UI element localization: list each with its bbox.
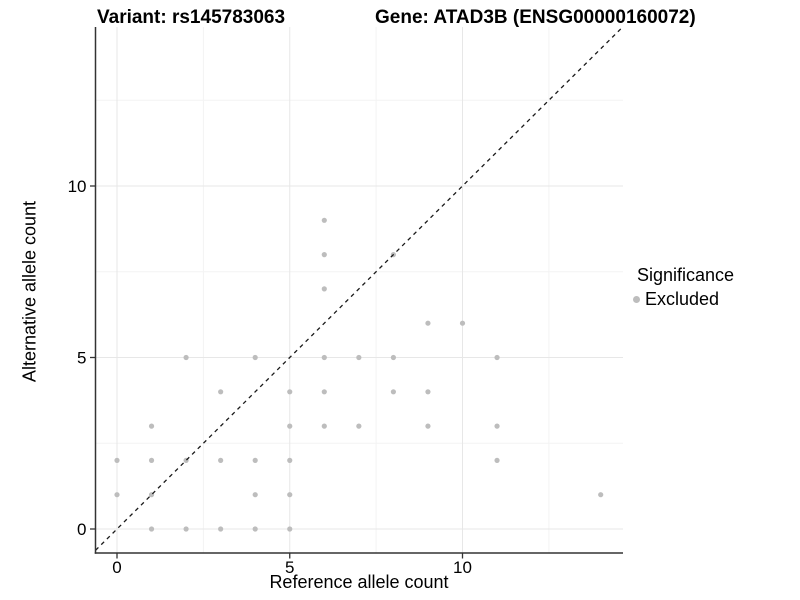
- data-point: [321, 252, 327, 258]
- data-point: [218, 389, 224, 395]
- data-point: [494, 457, 500, 463]
- legend: Significance Excluded: [630, 265, 734, 310]
- data-point: [287, 423, 293, 429]
- gene-title: Gene: ATAD3B (ENSG00000160072): [375, 7, 696, 28]
- data-point: [321, 423, 327, 429]
- legend-key-dot-icon: [633, 296, 640, 303]
- legend-item-excluded: Excluded: [630, 289, 734, 310]
- data-point: [114, 492, 120, 498]
- x-tick-label: 5: [285, 558, 294, 577]
- data-point: [148, 457, 155, 463]
- data-point: [148, 423, 155, 429]
- legend-title: Significance: [637, 265, 735, 285]
- data-point: [183, 354, 189, 361]
- x-axis-title: Reference allele count: [269, 572, 449, 592]
- data-point: [390, 354, 396, 361]
- data-point: [252, 526, 258, 532]
- data-point: [425, 389, 431, 395]
- data-point: [252, 492, 258, 498]
- data-point: [321, 354, 327, 361]
- x-tick-label: 10: [453, 558, 472, 577]
- data-point: [287, 526, 293, 532]
- data-point: [114, 457, 120, 463]
- data-point: [287, 492, 293, 498]
- variant-title: Variant: rs145783063: [97, 7, 286, 28]
- data-point: [218, 526, 224, 532]
- y-tick-label: 5: [77, 349, 86, 368]
- y-tick-label: 10: [68, 177, 87, 196]
- data-point: [183, 526, 189, 532]
- data-point: [321, 286, 327, 292]
- x-tick-label: 0: [112, 558, 121, 577]
- data-point: [494, 354, 500, 361]
- data-point: [287, 457, 293, 463]
- data-point: [287, 389, 293, 395]
- data-point: [494, 423, 500, 429]
- legend-item-label: Excluded: [645, 289, 720, 309]
- data-point: [390, 389, 396, 395]
- y-axis-title: Alternative allele count: [19, 200, 40, 383]
- identity-line: [95, 26, 624, 551]
- y-tick-label: 0: [77, 520, 86, 539]
- data-point: [598, 492, 604, 498]
- data-point: [321, 217, 327, 223]
- data-point: [425, 320, 431, 326]
- data-point: [425, 423, 431, 429]
- data-point: [252, 354, 258, 361]
- data-point: [459, 320, 466, 326]
- data-point: [356, 423, 362, 429]
- data-point: [356, 354, 362, 361]
- data-point: [321, 389, 327, 395]
- data-point: [252, 457, 258, 463]
- data-point: [148, 526, 155, 532]
- data-point: [218, 457, 224, 463]
